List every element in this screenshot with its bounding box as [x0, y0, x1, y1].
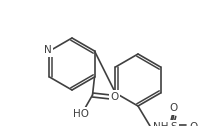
Text: NH: NH — [153, 122, 168, 126]
Text: O: O — [170, 103, 178, 113]
Text: S: S — [171, 122, 177, 126]
Text: O: O — [110, 92, 119, 102]
Text: HO: HO — [72, 109, 88, 119]
Text: N: N — [44, 45, 51, 55]
Text: O: O — [189, 122, 197, 126]
